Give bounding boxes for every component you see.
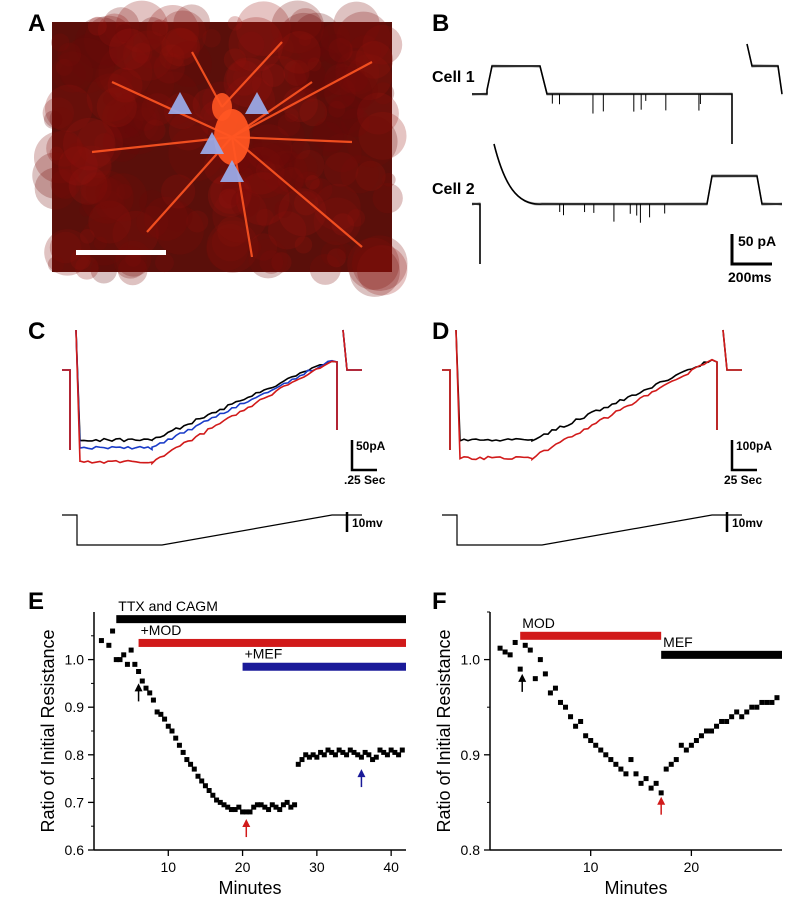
svg-text:MEF: MEF <box>663 634 693 650</box>
svg-text:0.9: 0.9 <box>65 699 85 715</box>
svg-text:200ms: 200ms <box>728 269 772 285</box>
svg-text:10: 10 <box>160 859 176 875</box>
svg-text:1.0: 1.0 <box>461 652 481 668</box>
svg-text:.25 Sec: .25 Sec <box>344 473 386 487</box>
svg-text:10: 10 <box>583 859 599 875</box>
svg-text:20: 20 <box>684 859 700 875</box>
svg-text:0.7: 0.7 <box>65 794 85 810</box>
svg-text:+MEF: +MEF <box>245 646 283 662</box>
svg-text:50 pA: 50 pA <box>738 233 776 249</box>
svg-text:10mv: 10mv <box>732 516 763 530</box>
svg-text:Ratio of Initial Resistance: Ratio of Initial Resistance <box>38 629 58 832</box>
panel-A-label: A <box>28 10 45 38</box>
svg-text:1.0: 1.0 <box>65 652 85 668</box>
panel-F-scatter: 0.8 0.9 1.0 10 20 Minutes Ratio of Initial Res… <box>432 604 792 904</box>
svg-text:100pA: 100pA <box>736 439 772 453</box>
svg-text:Minutes: Minutes <box>218 878 281 898</box>
svg-text:+MOD: +MOD <box>141 622 182 638</box>
panel-E-scatter: 0.6 0.7 0.8 0.9 1.0 10 20 30 40 Minutes Ratio of I… <box>36 604 416 904</box>
panel-C-traces: 50pA .25 Sec 10mv <box>52 330 392 560</box>
panel-A-micrograph <box>52 22 392 272</box>
svg-text:0.8: 0.8 <box>65 747 85 763</box>
svg-text:30: 30 <box>309 859 325 875</box>
svg-text:0.9: 0.9 <box>461 747 481 763</box>
svg-text:20: 20 <box>235 859 251 875</box>
panel-D-traces: 100pA 25 Sec 10mv <box>432 330 772 560</box>
panel-C-label: C <box>28 318 45 346</box>
svg-text:0.8: 0.8 <box>461 842 481 858</box>
svg-text:MOD: MOD <box>522 615 555 631</box>
svg-text:0.6: 0.6 <box>65 842 85 858</box>
svg-text:Cell 2: Cell 2 <box>432 181 475 198</box>
svg-text:Ratio of Initial Resistance: Ratio of Initial Resistance <box>434 629 454 832</box>
svg-text:25 Sec: 25 Sec <box>724 473 762 487</box>
svg-text:Cell 1: Cell 1 <box>432 69 475 86</box>
panel-B-traces: Cell 1 Cell 2 50 pA 200ms <box>432 34 784 284</box>
svg-text:Minutes: Minutes <box>604 878 667 898</box>
svg-text:10mv: 10mv <box>352 516 383 530</box>
svg-text:40: 40 <box>383 859 399 875</box>
svg-text:TTX and CAGM: TTX and CAGM <box>118 598 218 614</box>
svg-text:50pA: 50pA <box>356 439 386 453</box>
